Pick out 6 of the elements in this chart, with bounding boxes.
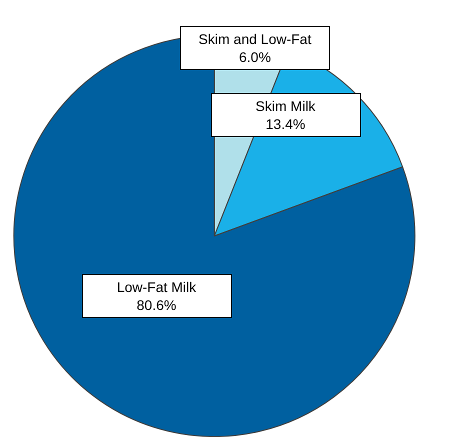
data-label: 13.4% <box>266 116 306 132</box>
slice-label: Low-Fat Milk <box>116 279 198 295</box>
slice-label: Skim Milk <box>256 98 316 114</box>
data-label: 80.6% <box>136 297 176 314</box>
data-label: 6.0% <box>238 49 271 66</box>
slice-label: Skim and Low-Fat <box>198 31 312 47</box>
